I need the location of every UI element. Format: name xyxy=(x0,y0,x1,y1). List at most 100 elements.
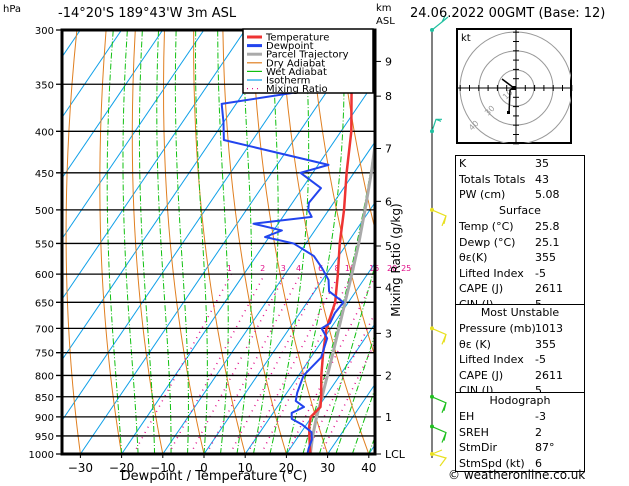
wind-barb xyxy=(431,209,447,227)
legend-label: Parcel Trajectory xyxy=(266,50,349,61)
wind-barb xyxy=(431,449,448,467)
hodograph-table-row: StmDir 87° xyxy=(456,440,584,456)
wet-adiabat-line xyxy=(106,30,123,454)
mixing-ratio-labels: 1 2 3 4 6 8 10 15 20 25 xyxy=(227,264,411,273)
dewpoint-line xyxy=(220,30,345,454)
pressure-tick-label: 350 xyxy=(35,80,54,91)
pressure-tick-label: 500 xyxy=(35,206,54,217)
mixing-ratio-line xyxy=(246,273,340,454)
mixing-ratio-line xyxy=(205,273,302,454)
km-label: km xyxy=(376,3,392,14)
km-tick-label: 3 xyxy=(385,327,392,340)
most-unstable-title: Most Unstable xyxy=(480,306,560,319)
wind-barb xyxy=(431,13,449,31)
hodograph-table-row: StmSpd (kt) 6 xyxy=(456,456,584,472)
wind-barb xyxy=(431,396,447,413)
row-label: StmSpd (kt) xyxy=(459,456,525,470)
most-unstable-row: Pressure (mb) 1013 xyxy=(456,321,584,337)
row-value: -3 xyxy=(535,410,546,423)
indices-row: Totals Totals 43 xyxy=(456,172,584,188)
profiles xyxy=(220,30,375,454)
surface-row: θε(K) 355 xyxy=(456,250,584,266)
row-value: 5.08 xyxy=(535,188,560,201)
wet-adiabat-line xyxy=(351,387,375,454)
dry-adiabat-line xyxy=(602,30,629,454)
pressure-tick-label: 1000 xyxy=(29,450,54,461)
isotherm-line xyxy=(162,141,375,454)
x-tick-label: 0 xyxy=(200,461,208,475)
isotherm-line xyxy=(285,322,375,454)
km-tick-label: 6 xyxy=(385,195,392,208)
mixing-ratio-label: 20 xyxy=(387,264,397,273)
row-label: θε(K) xyxy=(459,251,488,264)
wind-barb xyxy=(431,118,442,132)
mixing-ratio-line xyxy=(305,311,375,454)
wind-barb xyxy=(431,327,447,345)
row-label: Dewp (°C) xyxy=(459,235,516,249)
mixing-ratio-label: 10 xyxy=(345,264,355,273)
row-value: 5 xyxy=(535,384,542,397)
mixing-ratio-line xyxy=(132,273,233,454)
x-tick-label: 10 xyxy=(238,461,253,475)
wet-adiabat-line xyxy=(252,30,279,454)
row-value: 355 xyxy=(535,337,556,351)
legend-label: Dry Adiabat xyxy=(266,58,325,69)
pressure-tick-label: 950 xyxy=(35,432,54,443)
x-tick-label: −20 xyxy=(109,461,134,475)
surface-row: Temp (°C) 25.8 xyxy=(456,219,584,235)
isotherm-line xyxy=(203,201,375,454)
datetime-title: 24.06.2022 00GMT (Base: 12) xyxy=(410,6,606,21)
x-tick-label: 40 xyxy=(361,461,376,475)
pressure-tick-label: 650 xyxy=(35,298,54,309)
pressure-tick-label: 900 xyxy=(35,413,54,424)
row-label: CAPE (J) xyxy=(459,368,504,382)
wet-adiabat-line xyxy=(122,30,139,454)
location-title: -14°20'S 189°43'W 3m ASL xyxy=(58,6,237,21)
indices-row: PW (cm) 5.08 xyxy=(456,187,584,203)
pressure-unit-label: hPa xyxy=(3,4,22,15)
surface-table: Surface Temp (°C) 25.8 Dewp (°C) 25.1 θε(K) 3… xyxy=(455,203,585,313)
mixing-ratio-label: 6 xyxy=(318,264,323,273)
legend-label: Isotherm xyxy=(266,76,310,87)
surface-row: Dewp (°C) 25.1 xyxy=(456,235,584,251)
row-value: 355 xyxy=(535,251,556,264)
row-label: EH xyxy=(459,410,475,423)
legend-box xyxy=(242,28,374,94)
km-axis: 9 8 7 6 5 4 3 2 1 LCL xyxy=(375,55,406,461)
hodograph-end-marker xyxy=(507,111,510,114)
pressure-tick-label: 300 xyxy=(35,26,54,37)
row-value: 1013 xyxy=(535,322,563,335)
temperature-axis-labels: −30 −20 −10 0 10 20 30 40 xyxy=(68,454,376,475)
surface-row: CAPE (J) 2611 xyxy=(456,281,584,297)
mixing-ratio-line xyxy=(229,273,324,454)
pressure-tick-label: 700 xyxy=(35,324,54,335)
surface-row: Lifted Index -5 xyxy=(456,266,584,282)
row-label: CAPE (J) xyxy=(459,282,504,295)
row-label: Temp (°C) xyxy=(459,220,514,233)
isotherm-line xyxy=(79,30,370,454)
temperature-line xyxy=(307,30,358,454)
row-label: θε (K) xyxy=(459,337,491,351)
row-value: 2 xyxy=(535,425,542,439)
row-label: Lifted Index xyxy=(459,266,524,280)
plot-frame xyxy=(60,28,377,456)
pressure-tick-label: 750 xyxy=(35,349,54,360)
pressure-tick-label: 550 xyxy=(35,239,54,250)
dry-adiabat-line xyxy=(131,30,164,454)
row-value: 43 xyxy=(535,172,549,186)
km-tick-label: 5 xyxy=(385,240,392,253)
pressure-tick-label: 600 xyxy=(35,270,54,281)
wet-adiabat-line xyxy=(174,30,189,454)
pressure-tick-label: 450 xyxy=(35,169,54,180)
most-unstable-row: θε (K) 355 xyxy=(456,337,584,353)
x-tick-label: −10 xyxy=(150,461,175,475)
row-value: 87° xyxy=(535,441,555,454)
km-tick-label: 1 xyxy=(385,411,392,424)
hodograph-unit-label: kt xyxy=(461,33,471,44)
legend-label: Wet Adiabat xyxy=(266,67,327,78)
most-unstable-row: CAPE (J) 2611 xyxy=(456,368,584,384)
row-value: 2611 xyxy=(535,282,563,295)
legend-label: Temperature xyxy=(265,33,329,44)
